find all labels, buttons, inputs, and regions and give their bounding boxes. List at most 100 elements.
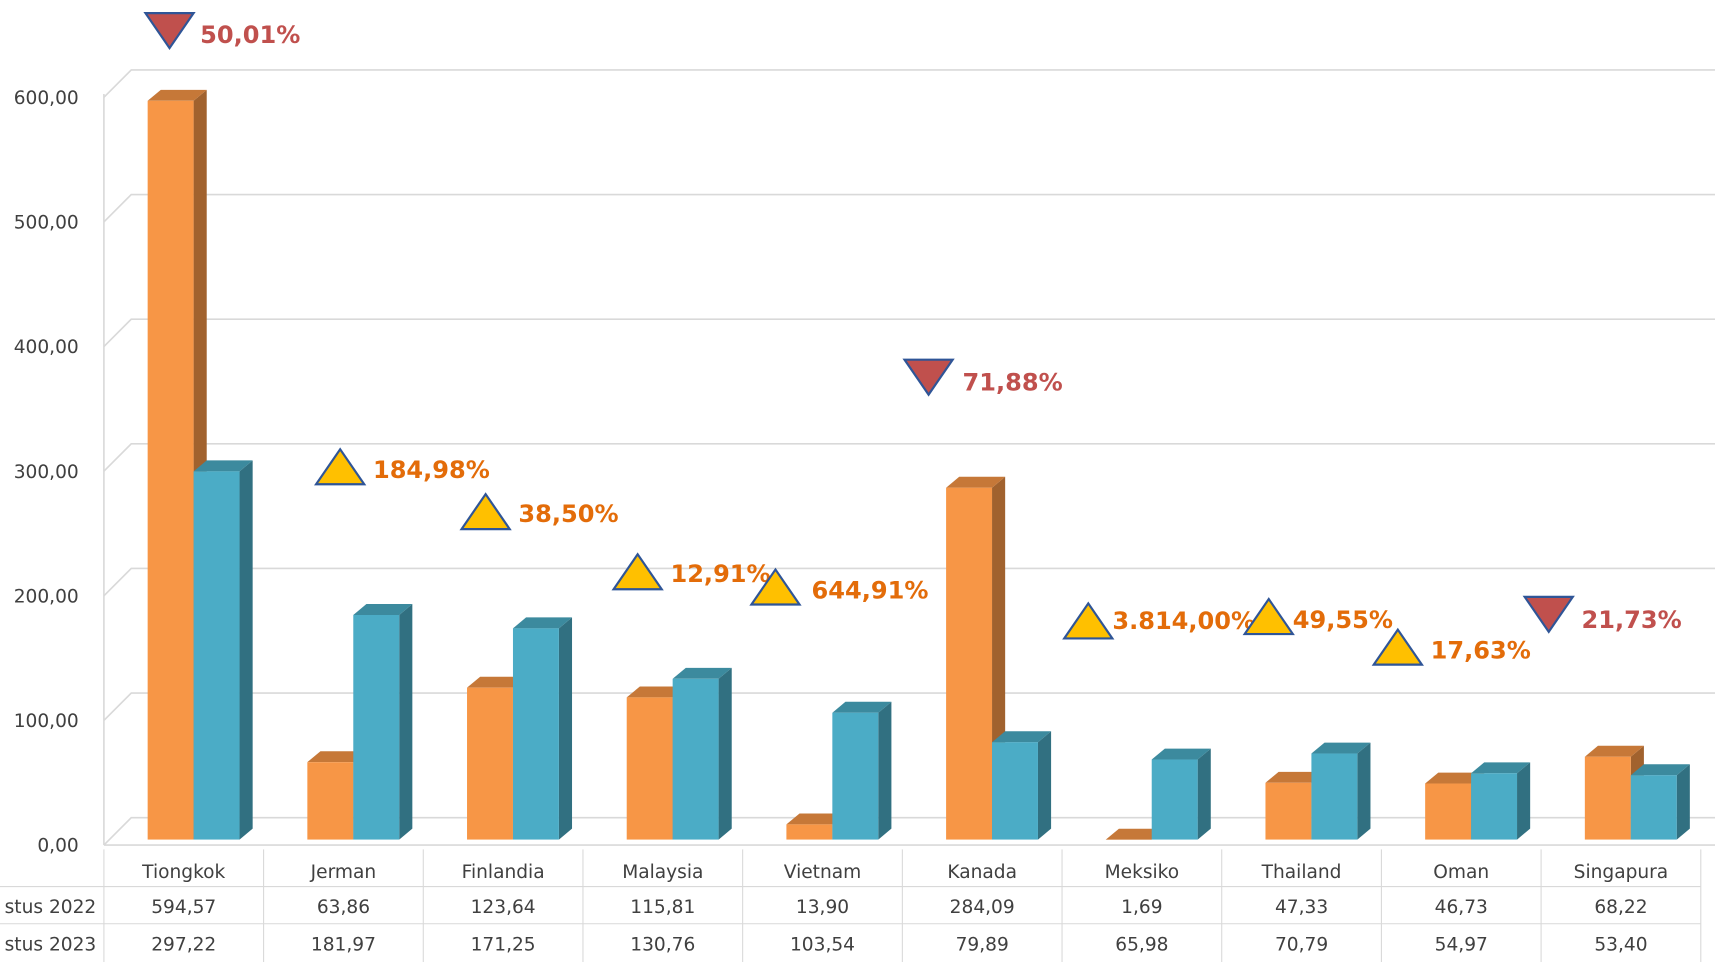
annotation: 12,91% [670,560,770,588]
bar-top [1630,764,1690,776]
arrow-down [902,358,955,397]
bar [1311,753,1358,840]
table-value: 181,97 [311,935,376,956]
table-value: 79,89 [956,935,1009,956]
bar [1630,775,1677,840]
x-tick-label: Oman [1433,862,1489,883]
grid-line [103,193,1715,223]
table-value: 47,33 [1275,897,1328,918]
table-value: 53,40 [1594,935,1647,956]
bar-top [1311,742,1371,754]
bar [307,762,354,840]
annotation: 50,01% [200,21,300,49]
x-tick-label: Kanada [947,862,1017,883]
y-tick-label: 0,00 [37,836,78,857]
bar-top [832,701,892,713]
grid-line [103,443,1715,472]
bar [1265,782,1312,840]
bar-top [193,460,253,472]
table-value: 68,22 [1594,897,1647,918]
y-tick-label: 500,00 [14,213,79,234]
bar [786,824,833,840]
x-tick-label: Jerman [310,862,377,883]
bar-top [992,731,1052,743]
arrow-up [1062,601,1115,640]
bar-top [1151,748,1211,760]
bar [1425,783,1472,840]
grid-line [103,692,1715,721]
table-value: 115,81 [630,897,695,918]
table-value: 594,57 [151,897,216,918]
bar [353,614,400,840]
arrow-up [1242,597,1295,636]
annotation: 49,55% [1293,606,1393,634]
bar [832,712,879,840]
annotation: 184,98% [373,456,490,484]
x-tick-label: Singapura [1574,862,1669,883]
grid-line [103,567,1715,597]
series-name: stus 2022 [5,897,97,918]
grid-line [103,318,1715,348]
bar-top [1584,745,1644,757]
bar [1151,759,1198,840]
bar [946,487,993,840]
bar-top [1471,762,1531,774]
grid-line [103,69,1715,98]
bar [512,628,559,840]
y-tick-label: 600,00 [14,88,79,109]
table-value: 130,76 [630,935,695,956]
table-value: 1,69 [1121,897,1162,918]
bar-top [672,667,732,679]
table-value: 13,90 [796,897,849,918]
bar-side [239,460,253,840]
bar [1584,756,1631,840]
arrow-up [459,492,512,531]
table-value: 63,86 [317,897,370,918]
bar [1471,773,1518,840]
table-value: 70,79 [1275,935,1328,956]
bar-top [147,89,207,101]
x-tick-label: Vietnam [784,862,861,883]
bar [672,678,719,840]
bar-top [626,686,686,698]
bar [193,471,240,840]
table-value: 297,22 [151,935,216,956]
y-tick-label: 100,00 [14,711,79,732]
bar [147,100,194,840]
bar-side [1037,731,1052,840]
x-tick-label: Meksiko [1105,862,1180,883]
annotation: 3.814,00% [1112,607,1255,635]
arrow-up [1371,627,1424,666]
arrow-down [1522,595,1575,634]
bar-side [558,617,573,840]
bar-side [399,604,413,840]
x-tick-label: Finlandia [462,862,545,883]
arrow-up [749,567,802,606]
table-value: 171,25 [471,935,536,956]
x-tick-label: Malaysia [622,862,703,883]
bar-top [946,476,1006,488]
arrow-up [611,552,664,591]
bar-side [1676,764,1690,840]
arrow-down [143,12,196,51]
arrow-up [314,447,367,486]
table-value: 103,54 [790,935,855,956]
table-value: 46,73 [1435,897,1488,918]
bar-top [1425,772,1485,784]
bar-top [786,813,846,825]
table-value: 284,09 [950,897,1015,918]
bar-side [718,667,732,840]
bar-top [1105,828,1165,840]
series-name: stus 2023 [5,935,97,956]
y-tick-label: 200,00 [14,586,79,607]
bar-top [512,617,573,629]
annotation: 17,63% [1431,637,1531,665]
annotation: 644,91% [812,576,929,604]
bar-side [1517,762,1531,840]
table-value: 123,64 [471,897,536,918]
bar-side [1357,742,1371,840]
x-tick-label: Tiongkok [141,862,225,883]
bar [992,742,1038,840]
